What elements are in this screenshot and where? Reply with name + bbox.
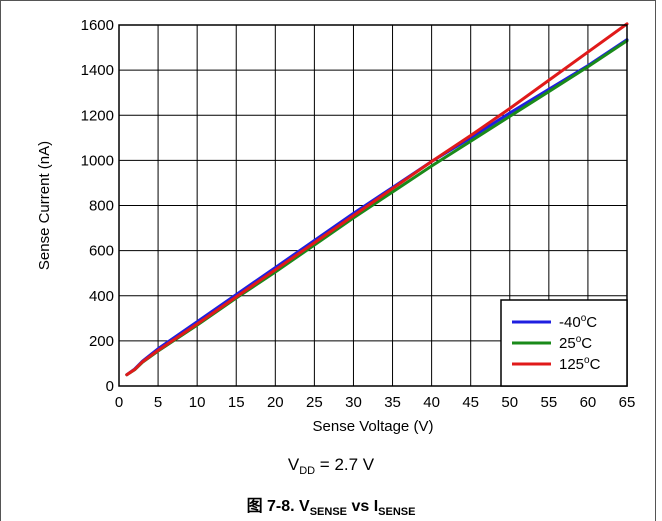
- legend-label-1: 25oC: [559, 334, 592, 352]
- y-tick-label-6: 1200: [81, 107, 114, 124]
- y-tick-label-8: 1600: [81, 17, 114, 34]
- x-tick-label-4: 20: [267, 394, 284, 411]
- x-tick-label-10: 50: [501, 394, 518, 411]
- plot-area-border: [118, 24, 628, 387]
- legend: -40oC 25oC 125oC: [500, 299, 628, 387]
- y-tick-label-5: 1000: [81, 152, 114, 169]
- figure-caption: 图 7-8. VSENSE vs ISENSE: [247, 497, 416, 518]
- caption-prefix: 图 7-8. V: [247, 497, 310, 515]
- x-tick-label-5: 25: [306, 394, 323, 411]
- note-sub: DD: [299, 465, 315, 477]
- x-tick-labels: 0 5 10 15 20 25 30 35 40 45 50 55 60 65: [115, 394, 636, 411]
- series-line-2: [125, 22, 629, 377]
- y-tick-label-4: 800: [89, 198, 114, 215]
- y-axis-title: Sense Current (nA): [36, 141, 53, 270]
- x-tick-label-9: 45: [462, 394, 479, 411]
- note-rest: = 2.7 V: [315, 455, 375, 474]
- x-tick-label-1: 5: [154, 394, 162, 411]
- x-tick-label-6: 30: [345, 394, 362, 411]
- x-tick-label-13: 65: [619, 394, 636, 411]
- y-tick-label-2: 400: [89, 288, 114, 305]
- frame-border-top: [0, 0, 656, 1]
- x-tick-label-7: 35: [384, 394, 401, 411]
- x-tick-label-11: 55: [541, 394, 558, 411]
- caption-sub2: SENSE: [378, 506, 415, 518]
- series-layer: [125, 22, 629, 377]
- y-tick-label-7: 1400: [81, 62, 114, 79]
- x-tick-label-8: 40: [423, 394, 440, 411]
- note-base: V: [288, 455, 300, 474]
- frame-border-left: [0, 0, 1, 521]
- caption-mid: vs I: [347, 498, 378, 515]
- x-tick-label-0: 0: [115, 394, 123, 411]
- frame-border-right: [655, 0, 656, 521]
- supply-voltage-note: VDD = 2.7 V: [288, 455, 375, 477]
- y-tick-label-3: 600: [89, 243, 114, 260]
- x-tick-label-3: 15: [228, 394, 245, 411]
- legend-label-2: 125oC: [559, 355, 601, 373]
- y-tick-labels: 0 200 400 600 800 1000 1200 1400 1600: [81, 17, 114, 395]
- caption-sub1: SENSE: [310, 506, 347, 518]
- legend-label-0: -40oC: [559, 313, 597, 331]
- x-tick-label-2: 10: [189, 394, 206, 411]
- x-axis-title: Sense Voltage (V): [313, 418, 434, 435]
- x-tick-label-12: 60: [580, 394, 597, 411]
- y-tick-label-1: 200: [89, 333, 114, 350]
- y-tick-label-0: 0: [106, 378, 114, 395]
